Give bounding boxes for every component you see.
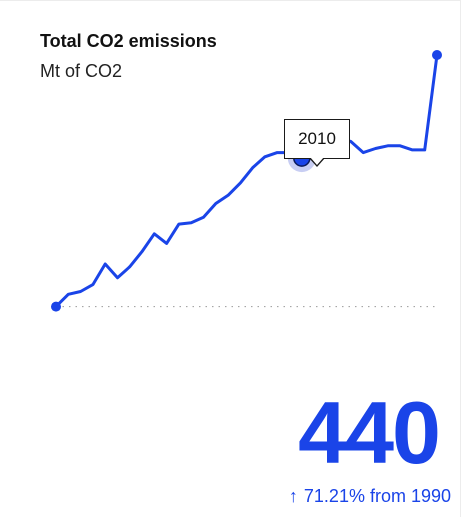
line-chart[interactable]: [0, 50, 461, 330]
card-border-top: [0, 0, 461, 1]
change-text: 71.21% from 1990: [303, 486, 451, 506]
current-value: 440: [298, 383, 441, 482]
card-title: Total CO2 emissions: [40, 31, 217, 51]
start-point: [51, 301, 61, 312]
card-unit: Mt of CO2: [40, 61, 123, 81]
tooltip-pointer-fill: [310, 157, 324, 165]
series-line: [54, 53, 439, 309]
end-point: [432, 50, 442, 60]
arrow-up-icon: ↑: [288, 486, 298, 506]
change-indicator: ↑ 71.21% from 1990: [289, 486, 451, 507]
year-tooltip: 2010: [284, 119, 350, 159]
